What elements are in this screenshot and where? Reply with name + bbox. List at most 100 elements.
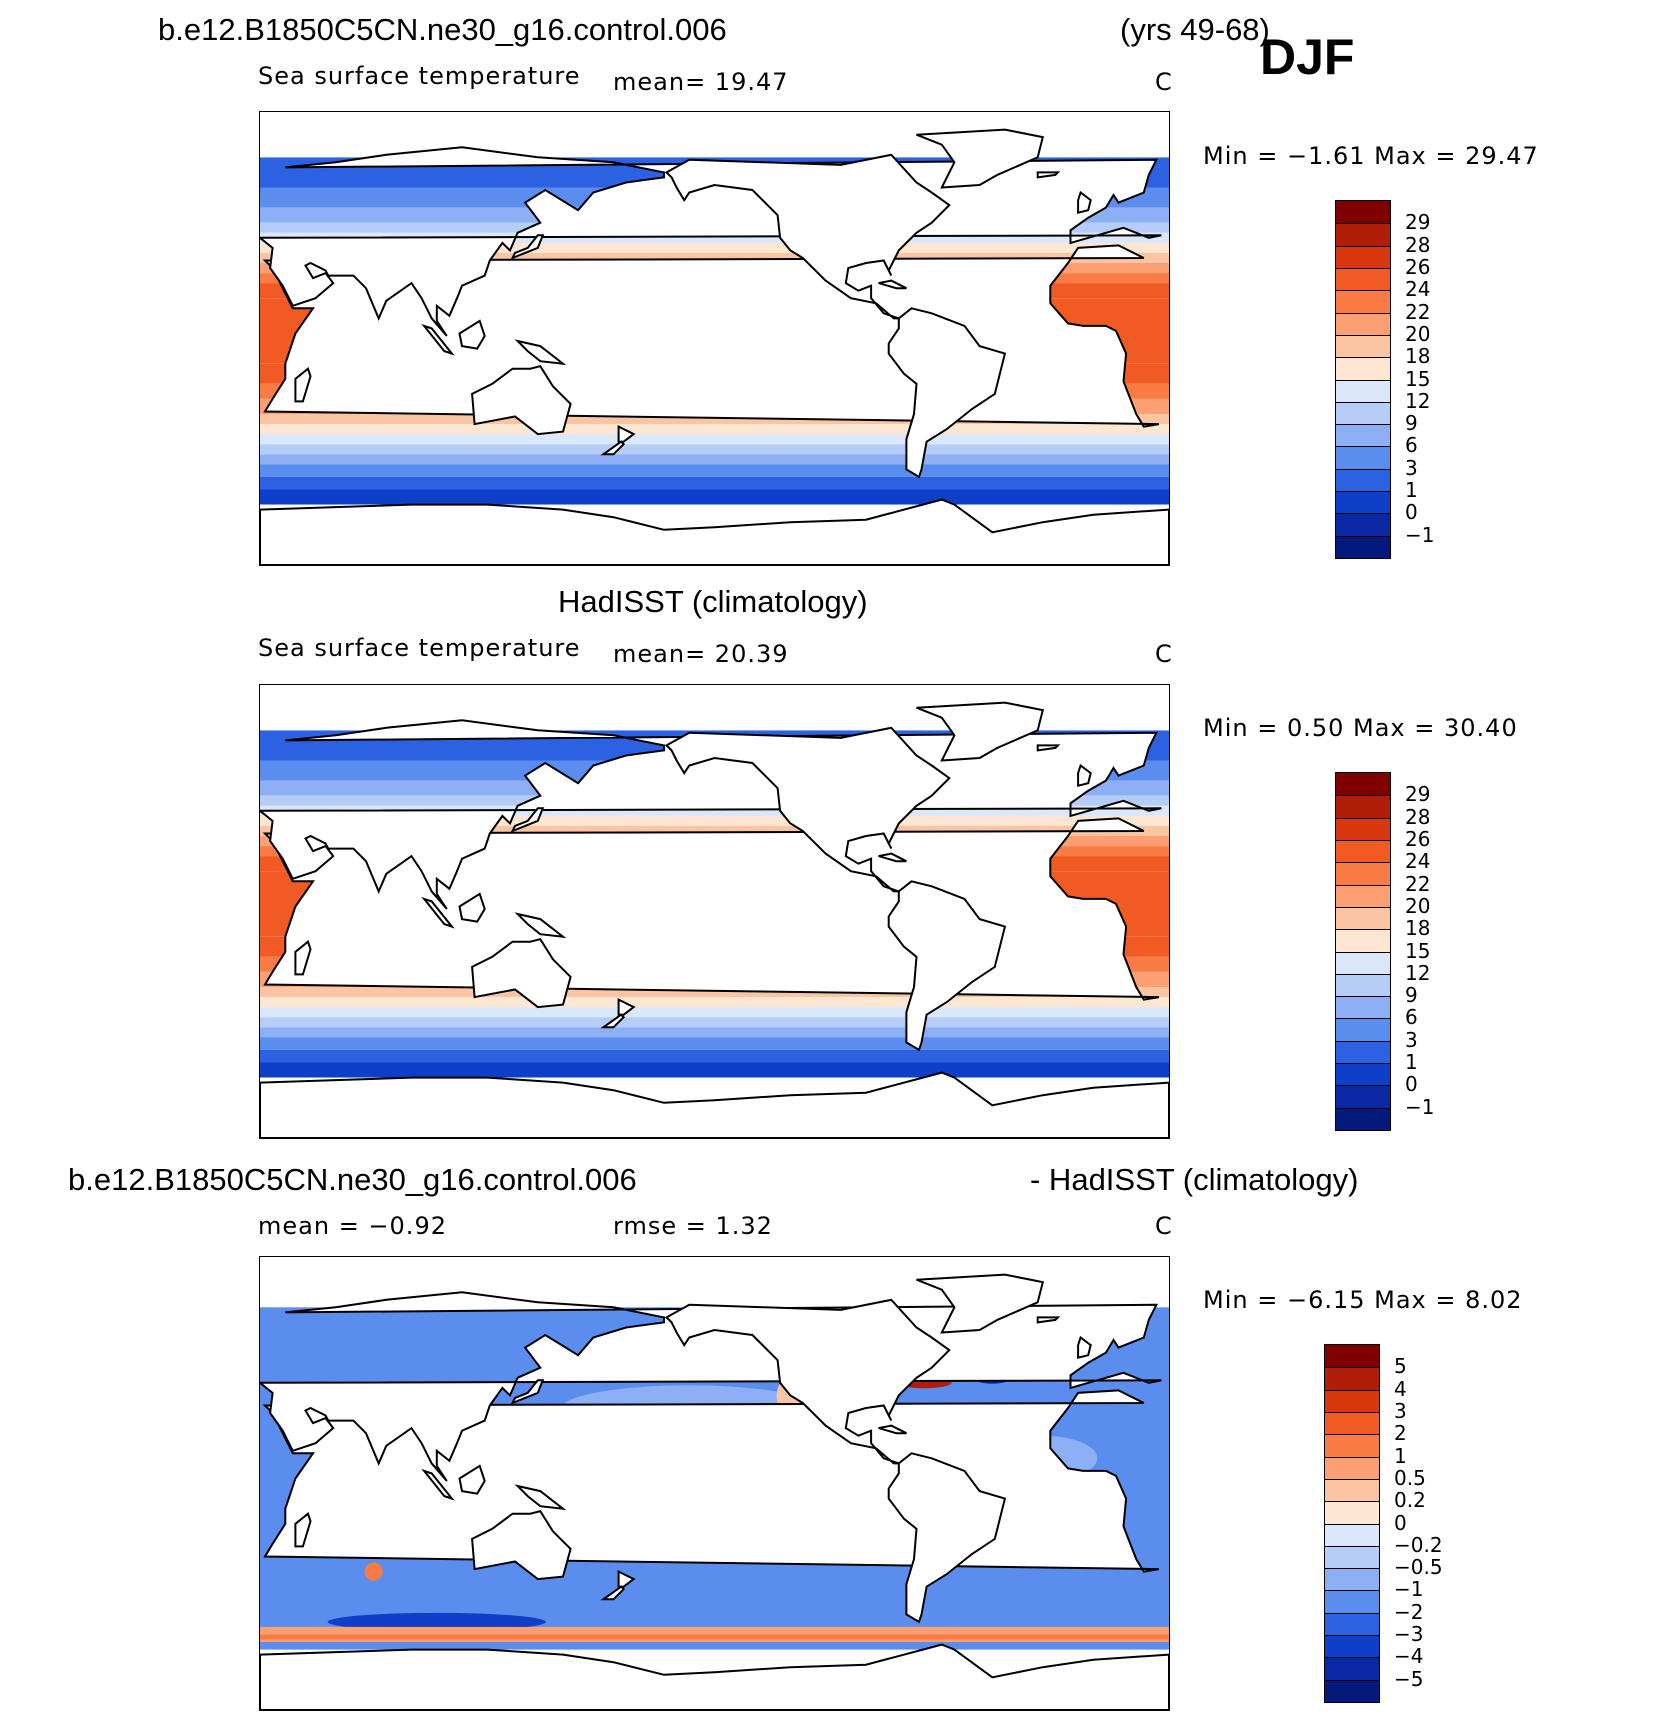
colorbar-tick-label: 28 [1405, 232, 1431, 257]
panel2-mean: mean= 20.39 [613, 640, 789, 668]
colorbar-swatch [1336, 1018, 1390, 1041]
map-svg [260, 1257, 1169, 1710]
colorbar-swatch [1325, 1568, 1379, 1591]
sst-band [260, 987, 1169, 998]
sst-band [260, 444, 1169, 455]
sst-band [260, 805, 1169, 816]
land-antarctica [260, 1643, 1169, 1710]
colorbar-swatch [1336, 929, 1390, 952]
colorbar-tick-label: 2 [1394, 1421, 1407, 1446]
colorbar-swatch [1325, 1635, 1379, 1658]
map-svg [260, 112, 1169, 565]
panel1-minmax: Min = −1.61 Max = 29.47 [1203, 142, 1539, 170]
colorbar-swatch [1336, 245, 1390, 268]
colorbar-tick-label: 26 [1405, 826, 1431, 851]
land-newguinea [514, 1484, 567, 1511]
colorbar-tick-label: −5 [1394, 1666, 1424, 1691]
colorbar-swatch [1336, 1107, 1390, 1130]
sst-band [260, 825, 1169, 836]
colorbar-swatch [1336, 201, 1390, 224]
land-nz [617, 424, 636, 443]
diff-warm [364, 1562, 383, 1581]
panel3-units: C [1155, 1212, 1173, 1240]
land-sumatra [421, 1468, 455, 1501]
sst-band [260, 1027, 1169, 1038]
panel2-minmax: Min = 0.50 Max = 30.40 [1203, 714, 1518, 742]
colorbar-swatch [1325, 1679, 1379, 1702]
land-antarctica [260, 1071, 1169, 1138]
diff-cold [327, 1612, 546, 1631]
land-cuba [878, 279, 907, 290]
colorbar-tick-label: 3 [1405, 1027, 1418, 1052]
colorbar-swatch [1325, 1612, 1379, 1636]
land-namerica [664, 726, 951, 893]
panel3-title-right: - HadISST (climatology) [1030, 1162, 1359, 1197]
colorbar-tick-label: 1 [1405, 478, 1418, 503]
colorbar-tick-label: 6 [1405, 1005, 1418, 1030]
land-iceland [1036, 171, 1061, 179]
sst-band [260, 252, 1169, 263]
sst-band [260, 815, 1169, 826]
colorbar-swatch [1325, 1590, 1379, 1613]
land-nz [617, 997, 636, 1016]
land-samerica [887, 880, 1007, 1052]
sst-band [260, 232, 1169, 243]
land-uk [1077, 763, 1092, 787]
colorbar-swatch [1336, 357, 1390, 380]
colorbar-tick-label: 20 [1405, 893, 1431, 918]
colorbar-swatch [1336, 1063, 1390, 1086]
sst-band [260, 476, 1169, 490]
land-borneo [458, 319, 486, 350]
panel3-colorbar [1324, 1344, 1380, 1703]
colorbar-tick-label: 29 [1405, 210, 1431, 235]
colorbar-swatch [1336, 379, 1390, 402]
colorbar-swatch [1325, 1501, 1379, 1524]
land-madagascar [294, 1512, 312, 1548]
panel3-rmse: rmse = 1.32 [613, 1212, 773, 1240]
panel1-map [259, 111, 1170, 566]
land-japan [510, 1379, 545, 1405]
colorbar-swatch [1325, 1434, 1379, 1457]
colorbar-swatch [1336, 884, 1390, 907]
colorbar-swatch [1336, 491, 1390, 514]
panel1-colorbar [1335, 200, 1391, 559]
map-svg [260, 685, 1169, 1138]
colorbar-tick-label: −1 [1405, 1094, 1435, 1119]
sst-band [260, 1037, 1169, 1050]
colorbar-tick-label: 26 [1405, 254, 1431, 279]
colorbar-tick-label: 15 [1405, 366, 1431, 391]
colorbar-swatch [1336, 906, 1390, 930]
colorbar-tick-label: −0.5 [1394, 1555, 1443, 1580]
colorbar-swatch [1336, 223, 1390, 246]
colorbar-swatch [1336, 795, 1390, 818]
panel3-map [259, 1256, 1170, 1711]
land-greenland [916, 701, 1045, 762]
panel3-mean: mean = −0.92 [258, 1212, 447, 1240]
colorbar-swatch [1336, 951, 1390, 974]
colorbar-tick-label: 3 [1394, 1398, 1407, 1423]
colorbar-swatch [1325, 1389, 1379, 1412]
land-cuba [878, 852, 907, 863]
colorbar-tick-label: −3 [1394, 1622, 1424, 1647]
colorbar-tick-label: 15 [1405, 938, 1431, 963]
colorbar-swatch [1325, 1523, 1379, 1546]
colorbar-swatch [1325, 1345, 1379, 1368]
colorbar-swatch [1336, 424, 1390, 447]
sst-band [260, 424, 1169, 435]
land-madagascar [294, 367, 312, 403]
land-antarctica [260, 498, 1169, 565]
colorbar-tick-label: 3 [1405, 455, 1418, 480]
colorbar-tick-label: −0.2 [1394, 1532, 1443, 1557]
panel2-variable: Sea surface temperature [258, 634, 581, 662]
colorbar-tick-label: 9 [1405, 983, 1418, 1008]
land-namerica [664, 1298, 951, 1465]
land-borneo [458, 892, 486, 923]
land-newguinea [514, 912, 567, 939]
colorbar-tick-label: 22 [1405, 871, 1431, 896]
colorbar-swatch [1336, 996, 1390, 1019]
land-iceland [1036, 744, 1061, 752]
colorbar-tick-label: −1 [1394, 1577, 1424, 1602]
colorbar-tick-label: −4 [1394, 1644, 1424, 1669]
sst-band [260, 414, 1169, 425]
colorbar-tick-label: 20 [1405, 321, 1431, 346]
